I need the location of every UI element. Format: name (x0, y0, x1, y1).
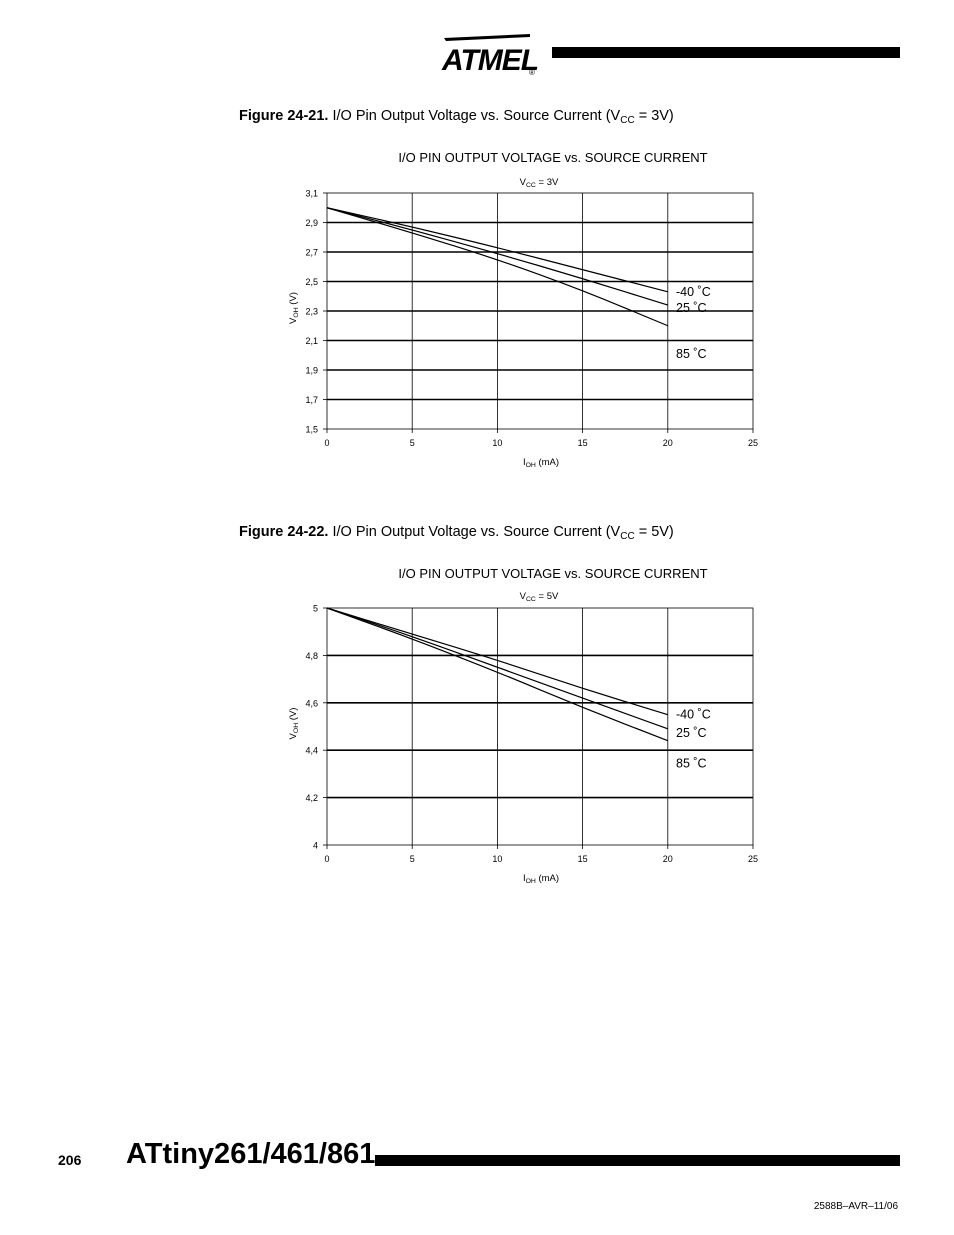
figure-caption-subscript: CC (620, 115, 635, 126)
series-line (326, 207, 668, 293)
x-tick-label: 15 (578, 854, 588, 864)
atmel-logo: ATMEL ® (441, 34, 538, 77)
figure-caption-end: = 3V) (634, 108, 674, 124)
y-tick-label: 1,7 (305, 395, 318, 405)
chart-subtitle: VCC = 5V (520, 591, 559, 603)
figure-caption-2: Figure 24-22. I/O Pin Output Voltage vs.… (239, 524, 674, 542)
series-label: -40 ˚C (676, 285, 711, 299)
y-tick-label: 4,4 (305, 746, 318, 756)
figure-caption-subscript: CC (620, 531, 635, 542)
x-tick-label: 25 (748, 438, 758, 448)
document-title: ATtiny261/461/861 (126, 1138, 376, 1170)
y-axis-label: VOH (V) (288, 708, 300, 740)
x-tick-label: 5 (410, 854, 415, 864)
x-tick-label: 20 (663, 438, 673, 448)
series-label: 85 ˚C (676, 347, 707, 361)
x-axis-label: IOH (mA) (523, 873, 559, 885)
footer-rule (375, 1155, 900, 1166)
x-axis-label: IOH (mA) (523, 457, 559, 469)
y-tick-label: 4 (313, 841, 318, 851)
series-line (326, 607, 669, 730)
y-tick-label: 5 (313, 604, 318, 614)
y-tick-label: 2,1 (305, 336, 318, 346)
y-tick-label: 4,2 (305, 793, 318, 803)
x-tick-label: 5 (410, 438, 415, 448)
series-label: -40 ˚C (676, 708, 711, 722)
series-line (326, 607, 668, 716)
figure-caption-text: I/O Pin Output Voltage vs. Source Curren… (332, 524, 621, 540)
x-tick-label: 25 (748, 854, 758, 864)
x-tick-label: 10 (492, 854, 502, 864)
figure-number: Figure 24-21. (239, 108, 329, 124)
y-tick-label: 4,6 (305, 698, 318, 708)
x-tick-label: 10 (492, 438, 502, 448)
chart-vcc-5v: I/O PIN OUTPUT VOLTAGE vs. SOURCE CURREN… (288, 566, 758, 885)
y-tick-label: 3,1 (305, 189, 318, 199)
figure-number: Figure 24-22. (239, 524, 329, 540)
series-line (326, 207, 669, 327)
chart-title: I/O PIN OUTPUT VOLTAGE vs. SOURCE CURREN… (398, 150, 707, 165)
x-tick-label: 20 (663, 854, 673, 864)
registered-mark: ® (529, 68, 535, 77)
document-code: 2588B–AVR–11/06 (813, 1201, 898, 1212)
figure-caption-end: = 5V) (634, 524, 674, 540)
series-line (326, 607, 669, 742)
series-line (326, 207, 668, 306)
chart-vcc-3v: I/O PIN OUTPUT VOLTAGE vs. SOURCE CURREN… (288, 150, 758, 469)
y-tick-label: 1,5 (305, 425, 318, 435)
y-tick-label: 2,7 (305, 248, 318, 258)
series-label: 85 ˚C (676, 757, 707, 771)
header-rule (552, 47, 900, 58)
figure-caption-1: Figure 24-21. I/O Pin Output Voltage vs.… (239, 108, 674, 126)
plot-frame (326, 607, 754, 846)
y-tick-label: 2,5 (305, 277, 318, 287)
y-tick-label: 2,9 (305, 218, 318, 228)
chart-subtitle: VCC = 3V (520, 177, 559, 189)
figure-caption-text: I/O Pin Output Voltage vs. Source Curren… (332, 108, 621, 124)
chart-title: I/O PIN OUTPUT VOLTAGE vs. SOURCE CURREN… (398, 566, 707, 581)
x-tick-label: 0 (324, 438, 329, 448)
y-tick-label: 1,9 (305, 366, 318, 376)
y-axis-label: VOH (V) (288, 292, 300, 324)
y-tick-label: 4,8 (305, 651, 318, 661)
series-label: 25 ˚C (676, 301, 707, 315)
series-label: 25 ˚C (676, 726, 707, 740)
logo-text: ATMEL (441, 44, 538, 77)
x-tick-label: 0 (324, 854, 329, 864)
page-number: 206 (58, 1152, 82, 1168)
y-tick-label: 2,3 (305, 307, 318, 317)
x-tick-label: 15 (578, 438, 588, 448)
